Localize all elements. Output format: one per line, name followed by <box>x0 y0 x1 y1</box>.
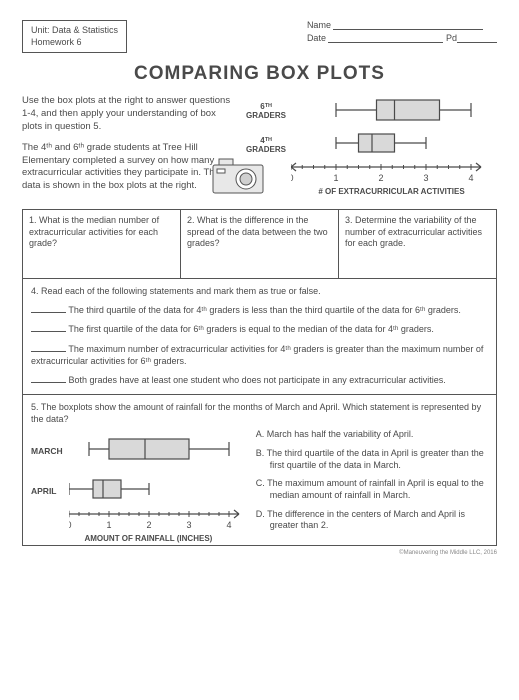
unit-line2: Homework 6 <box>31 37 118 49</box>
footer-copyright: ©Maneuvering the Middle LLC, 2016 <box>22 550 497 556</box>
q4-blank-1[interactable] <box>31 312 66 313</box>
date-label: Date <box>307 33 326 43</box>
name-blank[interactable] <box>333 29 483 30</box>
q4-blank-2[interactable] <box>31 331 66 332</box>
q4-blank-4[interactable] <box>31 382 66 383</box>
q5-optA: A. March has half the variability of Apr… <box>256 429 488 441</box>
questions-1-3: 1. What is the median number of extracur… <box>22 209 497 279</box>
axis-label-1: # OF EXTRACURRICULAR ACTIVITIES <box>286 187 497 196</box>
unit-line1: Unit: Data & Statistics <box>31 25 118 37</box>
svg-text:3: 3 <box>186 520 191 530</box>
intro-text: Use the box plots at the right to answer… <box>22 95 231 201</box>
svg-text:1: 1 <box>106 520 111 530</box>
q4-s2: The first quartile of the data for 6ᵗʰ g… <box>68 324 434 334</box>
q3-cell: 3. Determine the variability of the numb… <box>339 210 496 278</box>
svg-text:4: 4 <box>468 173 473 183</box>
svg-text:0: 0 <box>291 173 294 183</box>
q5-optD: D. The difference in the centers of Marc… <box>256 509 488 532</box>
boxplot-svg-2: 0 1 2 3 4 <box>69 429 254 534</box>
april-label: APRIL <box>31 486 57 497</box>
camera-icon <box>211 155 266 195</box>
intro-p1: Use the box plots at the right to answer… <box>22 95 231 133</box>
axis-label-2: AMOUNT OF RAINFALL (INCHES) <box>61 534 236 545</box>
svg-text:2: 2 <box>146 520 151 530</box>
pd-blank[interactable] <box>457 42 497 43</box>
q4-s4: Both grades have at least one student wh… <box>69 375 446 385</box>
q5-optC: C. The maximum amount of rainfall in Apr… <box>256 478 488 501</box>
q5-optB: B. The third quartile of the data in Apr… <box>256 448 488 471</box>
boxplot-svg-1: 0 1 2 3 4 <box>291 95 491 187</box>
intro-p2: The 4ᵗʰ and 6ᵗʰ grade students at Tree H… <box>22 142 231 193</box>
pd-label: Pd <box>446 33 457 43</box>
unit-box: Unit: Data & Statistics Homework 6 <box>22 20 127 53</box>
svg-text:1: 1 <box>333 173 338 183</box>
q4-s3: The maximum number of extracurricular ac… <box>31 344 483 366</box>
q5-options: A. March has half the variability of Apr… <box>256 429 488 539</box>
march-label: MARCH <box>31 446 63 457</box>
q4-box: 4. Read each of the following statements… <box>22 279 497 395</box>
grade6-label: 6ᵀᴴGRADERS <box>241 103 291 121</box>
svg-text:2: 2 <box>378 173 383 183</box>
svg-text:3: 3 <box>423 173 428 183</box>
q2-cell: 2. What is the difference in the spread … <box>181 210 339 278</box>
q4-lead: 4. Read each of the following statements… <box>31 285 488 297</box>
name-label: Name <box>307 20 331 30</box>
page-title: COMPARING BOX PLOTS <box>22 63 497 85</box>
q4-blank-3[interactable] <box>31 351 66 352</box>
svg-text:4: 4 <box>226 520 231 530</box>
q1-cell: 1. What is the median number of extracur… <box>23 210 181 278</box>
grade4-label: 4ᵀᴴGRADERS <box>241 137 291 155</box>
boxplot-activities: 6ᵀᴴGRADERS 4ᵀᴴGRADERS <box>241 95 497 201</box>
q4-s1: The third quartile of the data for 4ᵗʰ g… <box>68 305 461 315</box>
svg-text:0: 0 <box>69 520 72 530</box>
q5-lead: 5. The boxplots show the amount of rainf… <box>31 401 488 425</box>
boxplot-rainfall: MARCH APRIL <box>31 429 246 539</box>
name-date-block: Name Date Pd <box>307 20 497 53</box>
date-blank[interactable] <box>328 42 443 43</box>
q5-box: 5. The boxplots show the amount of rainf… <box>22 395 497 546</box>
